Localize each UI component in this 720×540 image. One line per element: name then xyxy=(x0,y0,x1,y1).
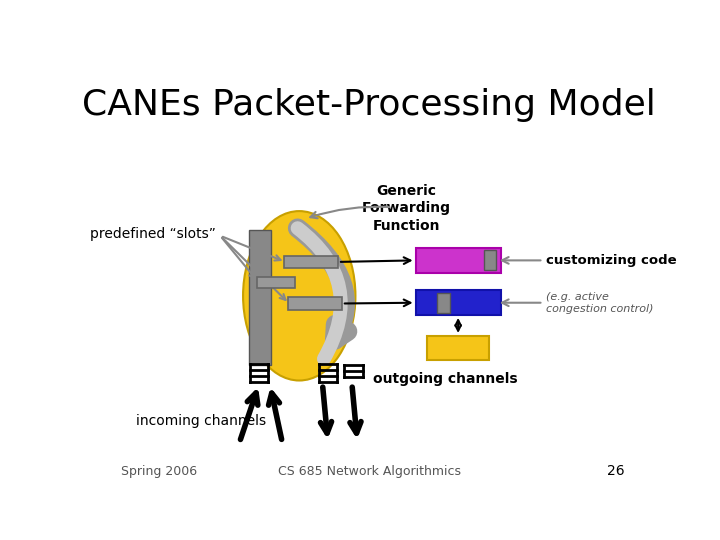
Bar xyxy=(427,336,489,361)
Text: outgoing channels: outgoing channels xyxy=(373,372,518,386)
Text: CANEs Packet-Processing Model: CANEs Packet-Processing Model xyxy=(82,88,656,122)
Bar xyxy=(256,276,295,288)
Bar xyxy=(249,231,271,365)
Bar xyxy=(437,293,449,313)
Bar xyxy=(287,298,342,309)
Text: customizing code: customizing code xyxy=(546,254,676,267)
Bar xyxy=(415,291,500,315)
Text: CS 685 Network Algorithmics: CS 685 Network Algorithmics xyxy=(277,465,461,478)
Text: (e.g. active
congestion control): (e.g. active congestion control) xyxy=(546,292,653,314)
Text: predefined “slots”: predefined “slots” xyxy=(91,227,216,241)
Ellipse shape xyxy=(243,211,356,381)
Bar xyxy=(284,256,338,268)
FancyArrowPatch shape xyxy=(297,228,348,340)
Text: Generic
Forwarding
Function: Generic Forwarding Function xyxy=(361,184,451,233)
Bar xyxy=(415,248,500,273)
Bar xyxy=(484,251,496,271)
Text: 26: 26 xyxy=(607,464,625,478)
Text: Spring 2006: Spring 2006 xyxy=(121,465,197,478)
Text: incoming channels: incoming channels xyxy=(137,414,266,428)
FancyArrowPatch shape xyxy=(297,228,341,359)
